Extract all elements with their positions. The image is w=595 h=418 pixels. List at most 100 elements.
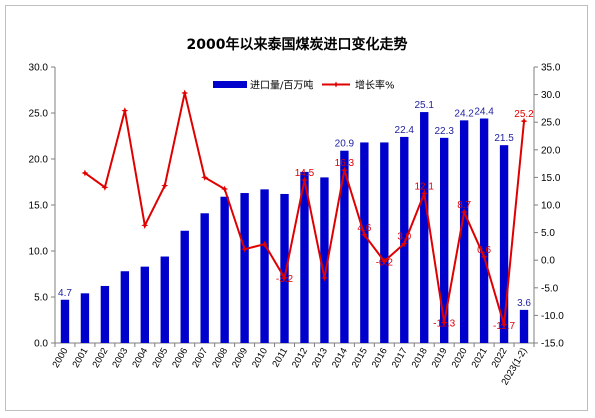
x-tick-label: 2015 [350,346,370,370]
bar [200,213,209,343]
growth-value-label: 4.6 [357,223,371,234]
legend-swatch-marker [333,81,339,88]
bar [240,193,249,343]
growth-point [300,176,308,184]
growth-value-label: 12.1 [414,181,434,192]
growth-point [81,169,89,177]
bar [180,230,189,343]
y-left-tick-label: 20.0 [29,155,49,166]
bar [459,120,469,343]
bar [80,293,90,343]
y-left-tick-label: 30.0 [29,63,49,74]
growth-line [81,89,528,329]
bar-value-label: 3.6 [517,298,531,309]
y-left-tick-label: 10.0 [29,247,49,258]
x-tick-label: 2008 [210,346,230,370]
bar [400,136,409,343]
growth-point [520,117,528,125]
growth-value-label: -11.3 [433,319,455,330]
growth-value-label: 25.2 [514,109,534,120]
y-right-tick-label: 30.0 [541,90,561,101]
y-right-tick-label: 0.0 [541,256,555,267]
x-tick-label: 2020 [450,346,470,370]
bar [360,142,369,343]
y-left-tick-label: 0.0 [34,339,48,350]
bar [519,309,529,343]
bar [120,271,130,343]
bar [100,285,110,343]
y-right-tick-label: -15.0 [541,339,564,350]
bar-value-label: 20.9 [335,139,355,150]
x-tick-label: 2014 [330,346,350,370]
y-right-tick-label: 15.0 [541,173,561,184]
bar [380,142,389,343]
growth-point [181,89,189,97]
legend-label-bar: 进口量/百万吨 [250,79,313,92]
bar [479,118,489,344]
growth-point [121,107,129,115]
x-tick-label: 2000 [50,346,70,370]
bar-value-label: 22.3 [434,126,454,137]
growth-point [460,208,468,216]
bar-value-label: 22.4 [395,125,415,136]
growth-point [440,319,448,327]
growth-point [340,166,348,174]
y-right-tick-label: 5.0 [541,228,555,239]
bar [439,137,449,343]
growth-point [201,173,209,181]
y-left-tick-label: 15.0 [29,201,49,212]
bar-value-label: 24.2 [454,108,474,119]
growth-point [101,183,109,191]
growth-point [261,240,269,248]
bars [60,112,529,344]
growth-point [241,245,249,253]
growth-value-label: 0.6 [477,245,491,256]
bar [420,112,429,343]
bar [140,266,150,343]
x-tick-label: 2021 [470,346,490,370]
growth-point [221,185,229,193]
bar [300,171,309,343]
x-tick-label: 2004 [130,346,150,370]
x-tick-label: 2012 [290,346,310,370]
growth-point [500,321,508,329]
x-tick-label: 2013 [310,346,330,370]
x-tick-label: 2010 [250,346,270,370]
y-right-tick-label: -5.0 [541,283,559,294]
bar [320,177,329,343]
bar [160,256,169,343]
bar [280,193,289,343]
growth-point [320,274,328,282]
y-right-tick-label: 35.0 [541,63,561,74]
y-right-tick-label: 25.0 [541,118,561,129]
x-tick-label: 2002 [90,346,110,370]
growth-value-label: -0.2 [376,257,394,268]
growth-point [400,240,408,248]
x-tick-label: 2007 [190,346,210,370]
bar [340,150,349,343]
x-tick-label: 2005 [150,346,170,370]
growth-value-label: -11.7 [493,321,515,332]
growth-value-label: 3.0 [397,232,411,243]
legend: 进口量/百万吨 增长率% [213,79,395,92]
bar-value-label: 25.1 [414,100,434,111]
bar [60,299,70,343]
x-tick-label: 2018 [410,346,430,370]
growth-point [380,257,388,265]
x-tick-label: 2019 [430,346,450,370]
growth-value-label: 16.3 [335,158,355,169]
growth-point [161,182,169,190]
growth-value-label: 14.5 [295,168,315,179]
x-tick-label: 2009 [230,346,250,370]
x-tick-label: 2016 [370,346,390,370]
x-tick-label: 2011 [270,346,290,369]
y-left-tick-label: 25.0 [29,109,49,120]
growth-point [420,189,428,197]
data-labels: 4.7 20.9 22.4 25.1 22.324.2 24.4 21.5 3.6 -3.2 14… [58,100,534,332]
growth-point [281,274,289,282]
bar-value-label: 24.4 [474,107,494,118]
legend-label-line: 增长率% [355,79,395,92]
bar-value-label: 21.5 [494,133,514,144]
bar [260,189,269,343]
